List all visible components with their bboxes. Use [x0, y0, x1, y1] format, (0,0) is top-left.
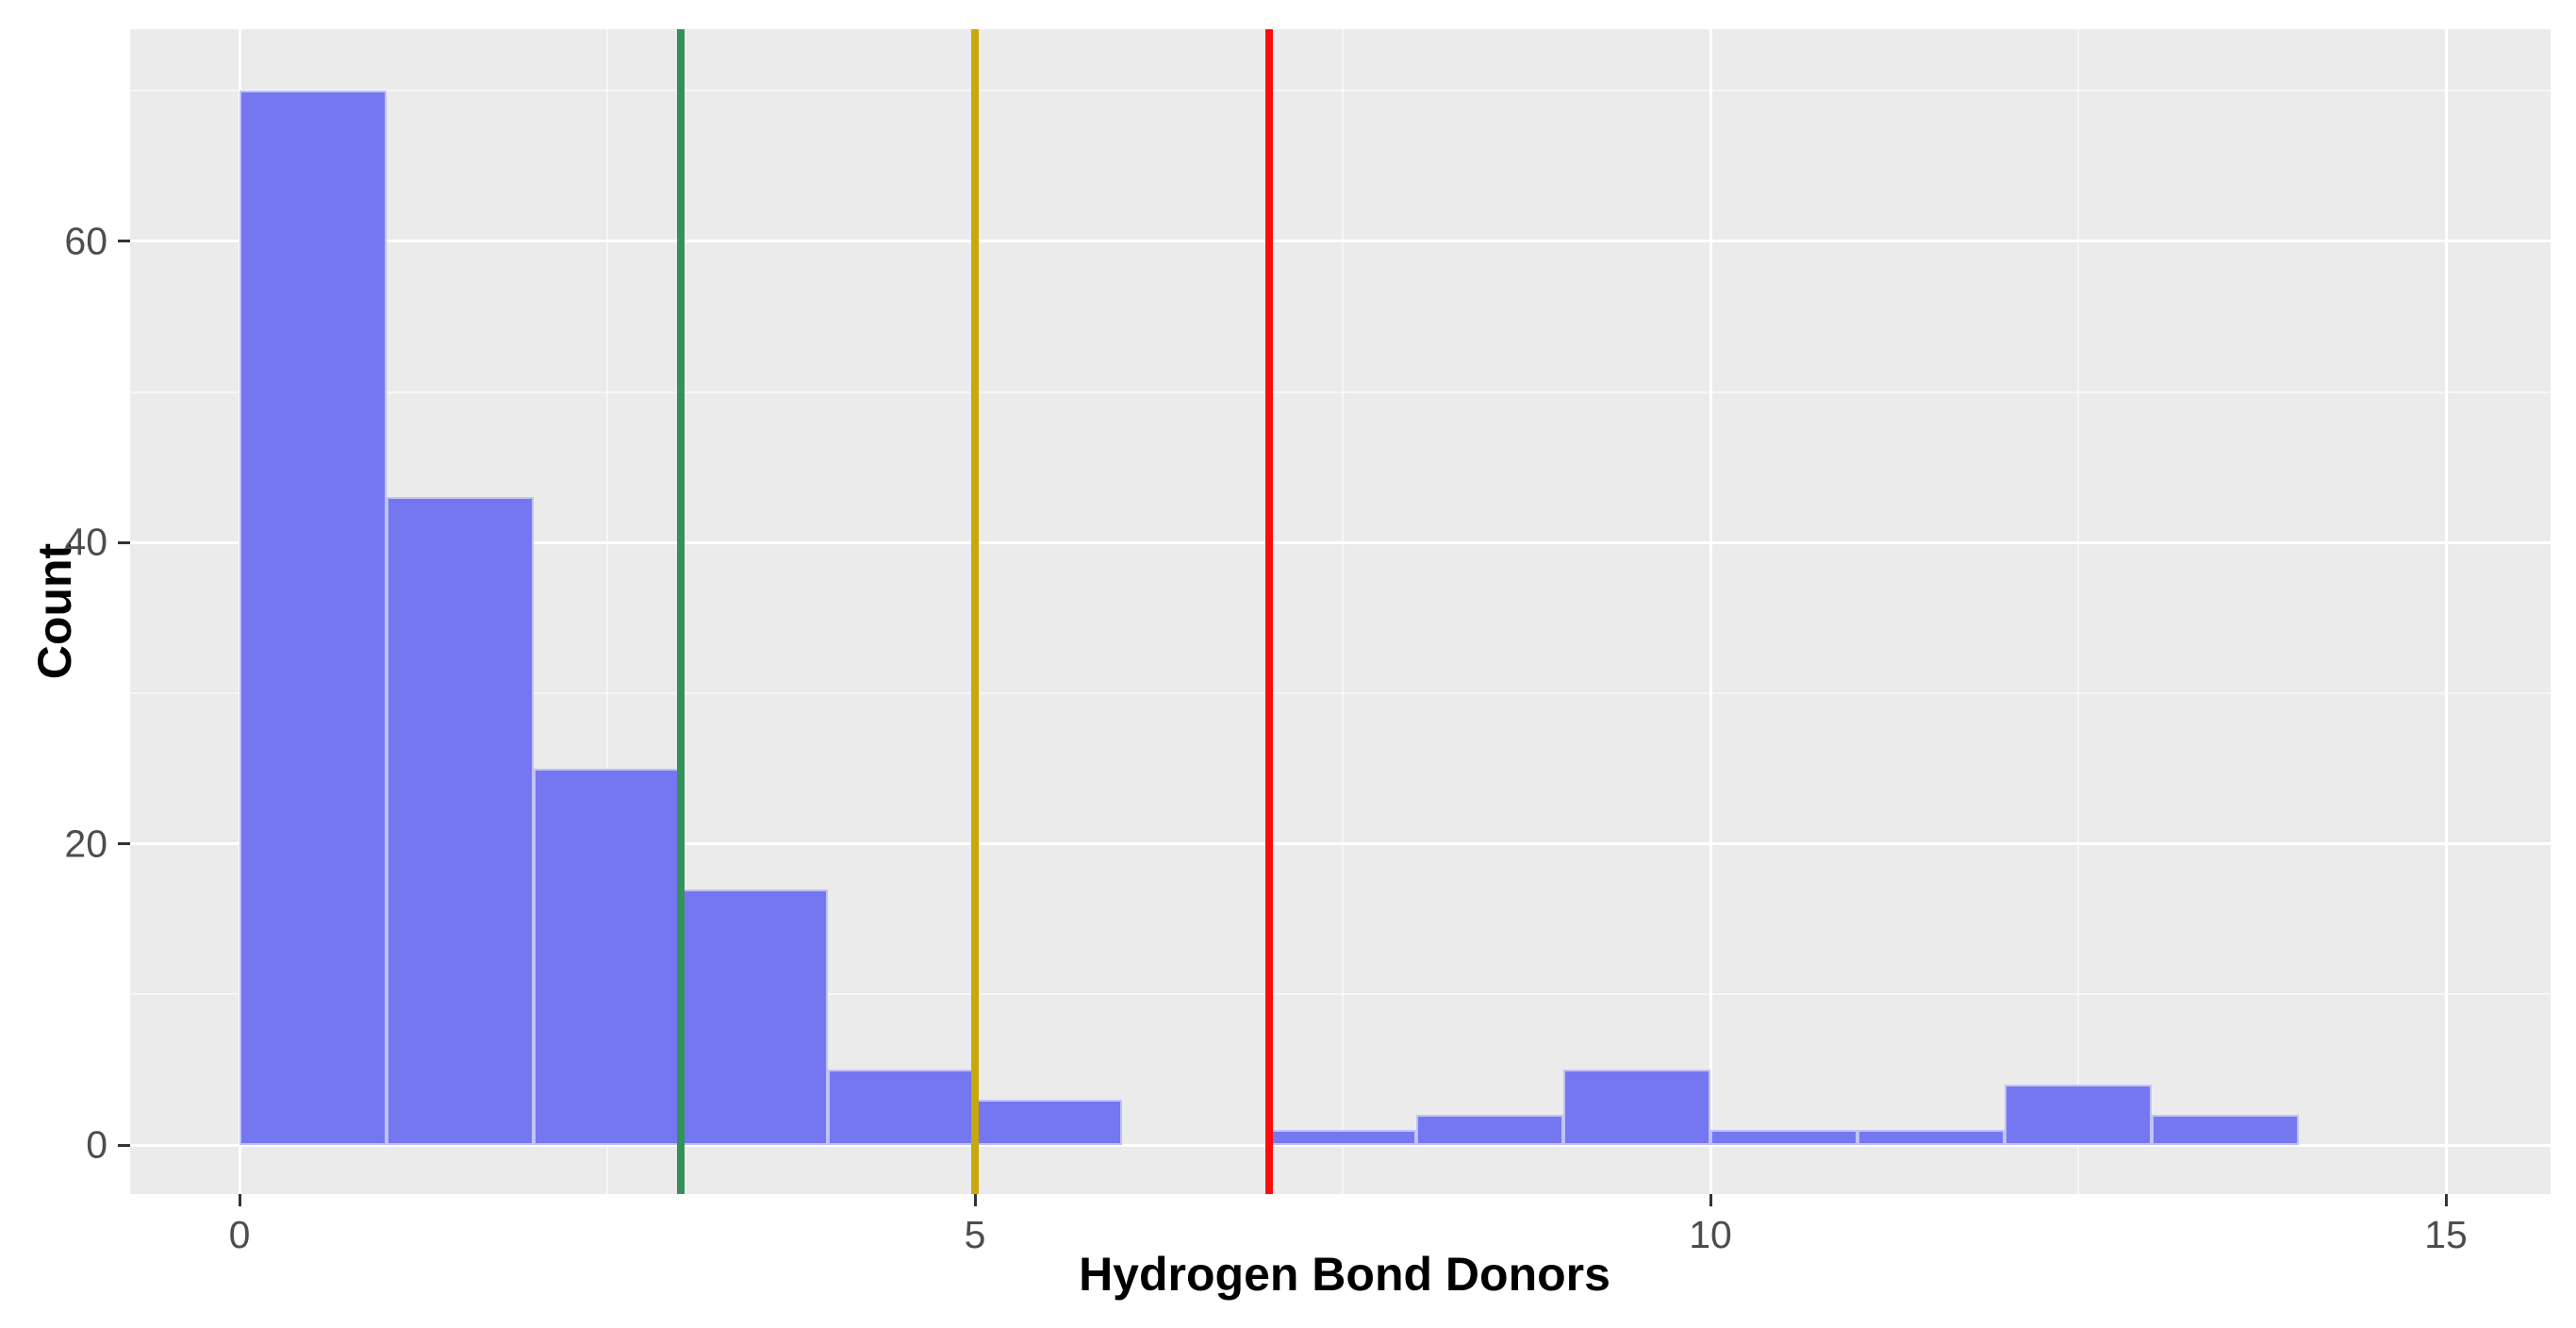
histogram-bar: [239, 91, 387, 1145]
x-axis-tick: [2444, 1194, 2448, 1206]
green-threshold-line: [677, 29, 685, 1194]
histogram-bar: [1563, 1070, 1710, 1145]
histogram-bar: [2152, 1115, 2299, 1145]
histogram-bar: [1416, 1115, 1563, 1145]
x-minor-gridline: [2077, 29, 2079, 1194]
histogram-bar: [1858, 1130, 2005, 1145]
y-minor-gridline: [130, 90, 2551, 92]
histogram-bar: [1710, 1130, 1858, 1145]
y-tick-label: 60: [64, 219, 107, 263]
y-axis-tick: [118, 842, 130, 846]
x-tick-label: 0: [228, 1213, 251, 1256]
histogram-bar: [534, 768, 681, 1145]
y-axis-tick: [118, 1143, 130, 1147]
y-minor-gridline: [130, 390, 2551, 393]
x-tick-label: 15: [2424, 1213, 2468, 1256]
x-axis-tick: [973, 1194, 977, 1206]
y-major-gridline: [130, 842, 2551, 846]
histogram-bar: [975, 1100, 1122, 1145]
x-axis-tick: [1709, 1194, 1712, 1206]
plot-panel: [130, 29, 2551, 1194]
histogram-bar: [1269, 1130, 1416, 1145]
x-axis-tick: [238, 1194, 241, 1206]
x-major-gridline: [1709, 29, 1712, 1194]
x-minor-gridline: [606, 29, 608, 1194]
red-threshold-line: [1265, 29, 1273, 1194]
histogram-bar: [387, 497, 534, 1145]
y-tick-label: 40: [64, 520, 107, 564]
y-major-gridline: [130, 540, 2551, 544]
histogram-bar: [828, 1070, 975, 1145]
yellow-threshold-line: [971, 29, 979, 1194]
x-tick-label: 5: [964, 1213, 986, 1256]
y-minor-gridline: [130, 691, 2551, 694]
y-major-gridline: [130, 1143, 2551, 1147]
x-major-gridline: [2444, 29, 2448, 1194]
x-minor-gridline: [1342, 29, 1344, 1194]
y-minor-gridline: [130, 993, 2551, 996]
histogram-bar: [681, 888, 828, 1145]
y-axis-tick: [118, 540, 130, 544]
histogram-bar: [2005, 1085, 2152, 1145]
y-major-gridline: [130, 240, 2551, 243]
y-axis-tick: [118, 240, 130, 243]
y-tick-label: 20: [64, 822, 107, 866]
x-tick-label: 10: [1689, 1213, 1732, 1256]
y-tick-label: 0: [86, 1122, 107, 1167]
x-axis-title: Hydrogen Bond Donors: [1079, 1248, 1610, 1301]
